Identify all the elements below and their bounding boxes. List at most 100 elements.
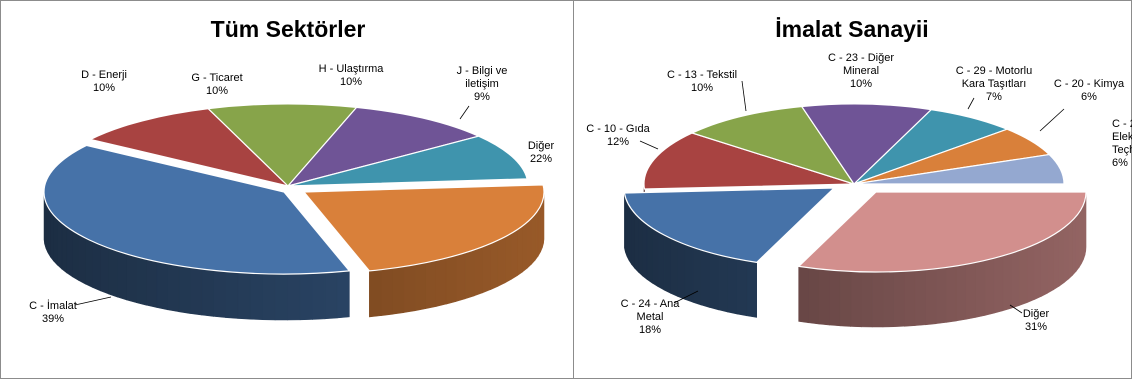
slice-label-j-bilgi-ve-iletisim: J - Bilgi ve iletişim 9% xyxy=(457,65,508,103)
pie-tops xyxy=(43,103,545,275)
slice-diger xyxy=(302,184,545,272)
label-leader-line xyxy=(639,140,659,150)
slice-side-c-imalat xyxy=(136,256,147,306)
slice-c-27-elektrikli-techizat xyxy=(853,153,1065,185)
pie-sides xyxy=(624,184,1087,328)
slice-side-diger xyxy=(955,263,967,322)
slice-side-diger xyxy=(1075,211,1080,273)
pie-tops xyxy=(623,103,1087,273)
slice-side-diger xyxy=(798,266,810,324)
slice-label-c-10-gida: C - 10 - Gıda 12% xyxy=(586,123,650,148)
slice-side-diger xyxy=(850,271,862,328)
label-leader-line xyxy=(1039,108,1065,132)
slice-label-h-ulastirma: H - Ulaştırma 10% xyxy=(319,63,385,88)
slice-side-diger xyxy=(369,269,382,318)
slice-side-diger xyxy=(1068,219,1073,280)
slice-side-c-imalat xyxy=(126,253,137,304)
slice-side-c-24-ana-metal xyxy=(646,223,653,284)
label-leader-line xyxy=(459,105,470,120)
slice-side-c-imalat xyxy=(262,273,276,321)
slice-side-diger xyxy=(455,252,466,302)
pie-chart-manufacturing: İmalat Sanayii Diğer 31% C - 24 - Ana Metal… xyxy=(586,16,1132,336)
slice-side-c-24-ana-metal xyxy=(718,254,728,313)
slice-side-c-imalat xyxy=(146,258,158,308)
slice-side-c-24-ana-metal xyxy=(684,243,694,303)
slice-side-diger xyxy=(534,208,539,261)
slice-side-diger xyxy=(482,243,491,294)
slice-label-c-imalat: C - İmalat 39% xyxy=(29,299,77,325)
slice-side-diger xyxy=(504,232,512,284)
slice-label-c-23-diger-mineral: C - 23 - Diğer Mineral 10% xyxy=(828,52,894,90)
slice-side-diger xyxy=(1040,237,1048,297)
slice-side-diger xyxy=(893,270,905,328)
slice-side-c-imalat xyxy=(50,209,54,262)
slice-side-c-imalat xyxy=(249,272,263,320)
slice-side-diger xyxy=(1058,227,1065,287)
slice-side-c-imalat xyxy=(312,272,326,320)
slice-c-13-tekstil xyxy=(690,105,856,186)
slice-side-c-24-ana-metal xyxy=(624,192,626,253)
slice-side-diger xyxy=(818,268,830,326)
slice-diger xyxy=(797,191,1087,273)
slice-label-c-27-elektrikli-techizat: C - 27 -ElektrikliTeçhizat6% xyxy=(1112,118,1132,169)
slice-side-diger xyxy=(511,229,518,280)
chart-panel-manufacturing: İmalat Sanayii Diğer 31% C - 24 - Ana Metal… xyxy=(574,0,1132,379)
slice-side-diger xyxy=(490,239,499,291)
slice-side-c-24-ana-metal xyxy=(670,237,678,297)
slice-side-diger xyxy=(414,262,426,312)
slice-side-c-24-ana-metal xyxy=(727,256,738,315)
slice-label-g-ticaret: G - Ticaret 10% xyxy=(191,72,242,97)
slice-c-23-diger-mineral xyxy=(800,103,933,185)
slice-side-c-imalat xyxy=(237,272,251,320)
label-leader-line xyxy=(673,290,699,304)
slice-side-c-24-ana-metal xyxy=(692,246,702,306)
slice-side-c-24-ana-metal xyxy=(677,240,686,300)
slice-side-diger xyxy=(445,255,457,305)
slice-side-diger xyxy=(1047,234,1054,294)
slice-side-diger xyxy=(403,264,416,313)
slice-side-diger xyxy=(380,267,393,316)
slice-side-c-24-ana-metal xyxy=(631,208,635,270)
slice-side-c-24-ana-metal xyxy=(700,249,710,308)
slice-side-c-imalat xyxy=(57,218,63,270)
slice-side-diger xyxy=(1010,250,1020,309)
slice-side-c-imalat xyxy=(213,270,226,318)
slice-side-c-imalat xyxy=(84,237,93,288)
slice-labels: Diğer 22% C - İmalat 39% D - Enerji 10% G - Ti… xyxy=(29,63,554,325)
slice-label-c-20-kimya: C - 20 - Kimya 6% xyxy=(1054,78,1125,103)
slice-side-c-imalat xyxy=(108,247,118,298)
slice-side-c-imalat xyxy=(47,205,51,258)
slice-side-diger xyxy=(1033,240,1042,301)
slice-side-c-imalat xyxy=(43,193,45,245)
slice-side-diger xyxy=(1072,215,1077,276)
slice-side-c-24-ana-metal xyxy=(628,204,632,266)
slice-side-c-imalat xyxy=(167,263,180,313)
slice-side-diger xyxy=(984,257,995,316)
slice-label-d-enerji: D - Enerji 10% xyxy=(81,69,127,94)
slice-side-c-24-ana-metal xyxy=(746,260,757,318)
slice-side-c-imalat xyxy=(299,273,313,321)
slice-side-diger xyxy=(829,269,841,327)
slice-j-bilgi-ve-iletisim xyxy=(287,135,528,187)
slice-side-diger xyxy=(1026,244,1035,304)
slice-side-c-24-ana-metal xyxy=(634,212,639,273)
slice-side-diger xyxy=(904,270,916,327)
label-leader-line xyxy=(1009,304,1023,314)
pie-chart-all-sectors: Tüm Sektörler Diğer 22% C - İmalat 39% D - E… xyxy=(29,16,554,325)
slice-g-ticaret xyxy=(206,103,358,187)
chart-panel-all-sectors: Tüm Sektörler Diğer 22% C - İmalat 39% D - E… xyxy=(0,0,574,379)
slice-side-diger xyxy=(537,204,541,258)
slice-side-c-imalat xyxy=(189,267,203,316)
slice-side-diger xyxy=(1053,230,1060,291)
slice-side-c-imalat xyxy=(201,268,214,317)
slice-side-diger xyxy=(531,213,536,265)
slice-side-diger xyxy=(527,217,532,269)
slice-label-c-29-motorlu-kara-tasitlari: C - 29 - Motorlu Kara Taşıtları 7% xyxy=(956,65,1032,103)
slice-side-diger xyxy=(945,265,957,323)
slice-side-diger xyxy=(839,270,852,327)
slice-side-c-24-ana-metal xyxy=(663,234,671,294)
slice-side-c-24-ana-metal xyxy=(736,258,748,317)
slice-c-24-ana-metal xyxy=(623,187,836,264)
label-leader-line xyxy=(741,80,747,112)
slice-side-c-imalat xyxy=(61,222,68,274)
